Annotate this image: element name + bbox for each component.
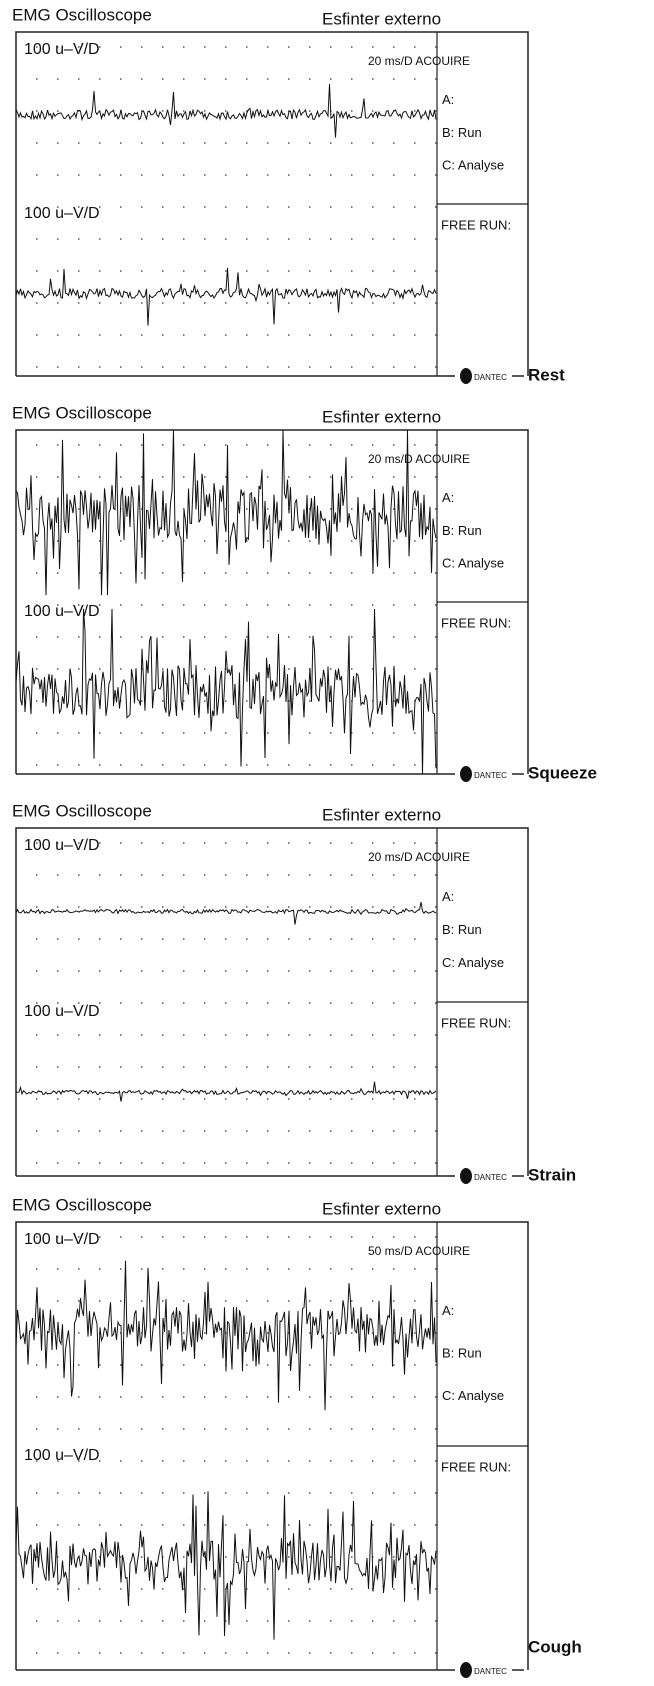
menu-item: B: Run [442,523,482,538]
free-run: FREE RUN: [441,1459,511,1474]
condition-label: Squeeze [528,763,597,782]
scope-panel: EMG Oscilloscope Esfinter externo 100 u–V/… [12,5,565,384]
timebase: 50 ms/D ACOUIRE [368,1244,470,1258]
grid-dots [36,1237,437,1653]
scope-panel: EMG Oscilloscope Esfinter externo 100 u–V/… [12,1195,582,1678]
channel-scale: 100 u–V/D [24,41,100,58]
menu-item: B: Run [442,1346,482,1361]
channel-scale: 100 u–V/D [24,1447,100,1464]
menu-item: C: Analyse [442,1388,504,1403]
condition-label: Rest [528,365,565,384]
menu-item: A: [442,1303,454,1318]
brand: DANTEC [474,373,507,382]
emg-trace [16,268,436,326]
free-run: FREE RUN: [441,1015,511,1030]
scope-panel: EMG Oscilloscope Esfinter externo 100 u–V/… [12,801,576,1184]
channel-scale: 100 u–V/D [24,837,100,854]
menu-item: B: Run [442,125,482,140]
brand: DANTEC [474,1667,507,1676]
panel-title: EMG Oscilloscope [12,1195,152,1214]
emg-trace [16,609,436,774]
menu-item: C: Analyse [442,955,504,970]
menu-item: A: [442,889,454,904]
menu-item: A: [442,490,454,505]
panel-subject: Esfinter externo [322,9,441,28]
panel-subject: Esfinter externo [322,1199,441,1218]
brand: DANTEC [474,771,507,780]
brand: DANTEC [474,1173,507,1182]
brand-logo [460,1168,472,1184]
free-run: FREE RUN: [441,217,511,232]
channel-scale: 100 u–V/D [24,1231,100,1248]
menu-item: B: Run [442,922,482,937]
emg-trace [16,1261,436,1410]
panel-subject: Esfinter externo [322,805,441,824]
scope-panel: EMG Oscilloscope Esfinter externo 100 u–V/… [12,403,597,782]
timebase: 20 ms/D ACOUIRE [368,850,470,864]
brand-logo [460,368,472,384]
panel-title: EMG Oscilloscope [12,801,152,820]
panel-title: EMG Oscilloscope [12,403,152,422]
menu-item: C: Analyse [442,158,504,173]
emg-trace [16,902,436,925]
channel-scale: 100 u–V/D [24,205,100,222]
emg-trace [16,1491,436,1640]
brand-logo [460,766,472,782]
channel-scale: 100 u–V/D [24,603,100,620]
timebase: 20 ms/D ACOUIRE [368,54,470,68]
brand-logo [460,1662,472,1678]
panel-title: EMG Oscilloscope [12,5,152,24]
condition-label: Cough [528,1637,582,1656]
menu-item: C: Analyse [442,556,504,571]
panel-subject: Esfinter externo [322,407,441,426]
channel-scale: 100 u–V/D [24,1003,100,1020]
emg-figure: EMG Oscilloscope Esfinter externo 100 u–V/… [0,0,654,1686]
condition-label: Strain [528,1165,576,1184]
menu-item: A: [442,92,454,107]
timebase: 20 ms/D ACOUIRE [368,452,470,466]
free-run: FREE RUN: [441,615,511,630]
